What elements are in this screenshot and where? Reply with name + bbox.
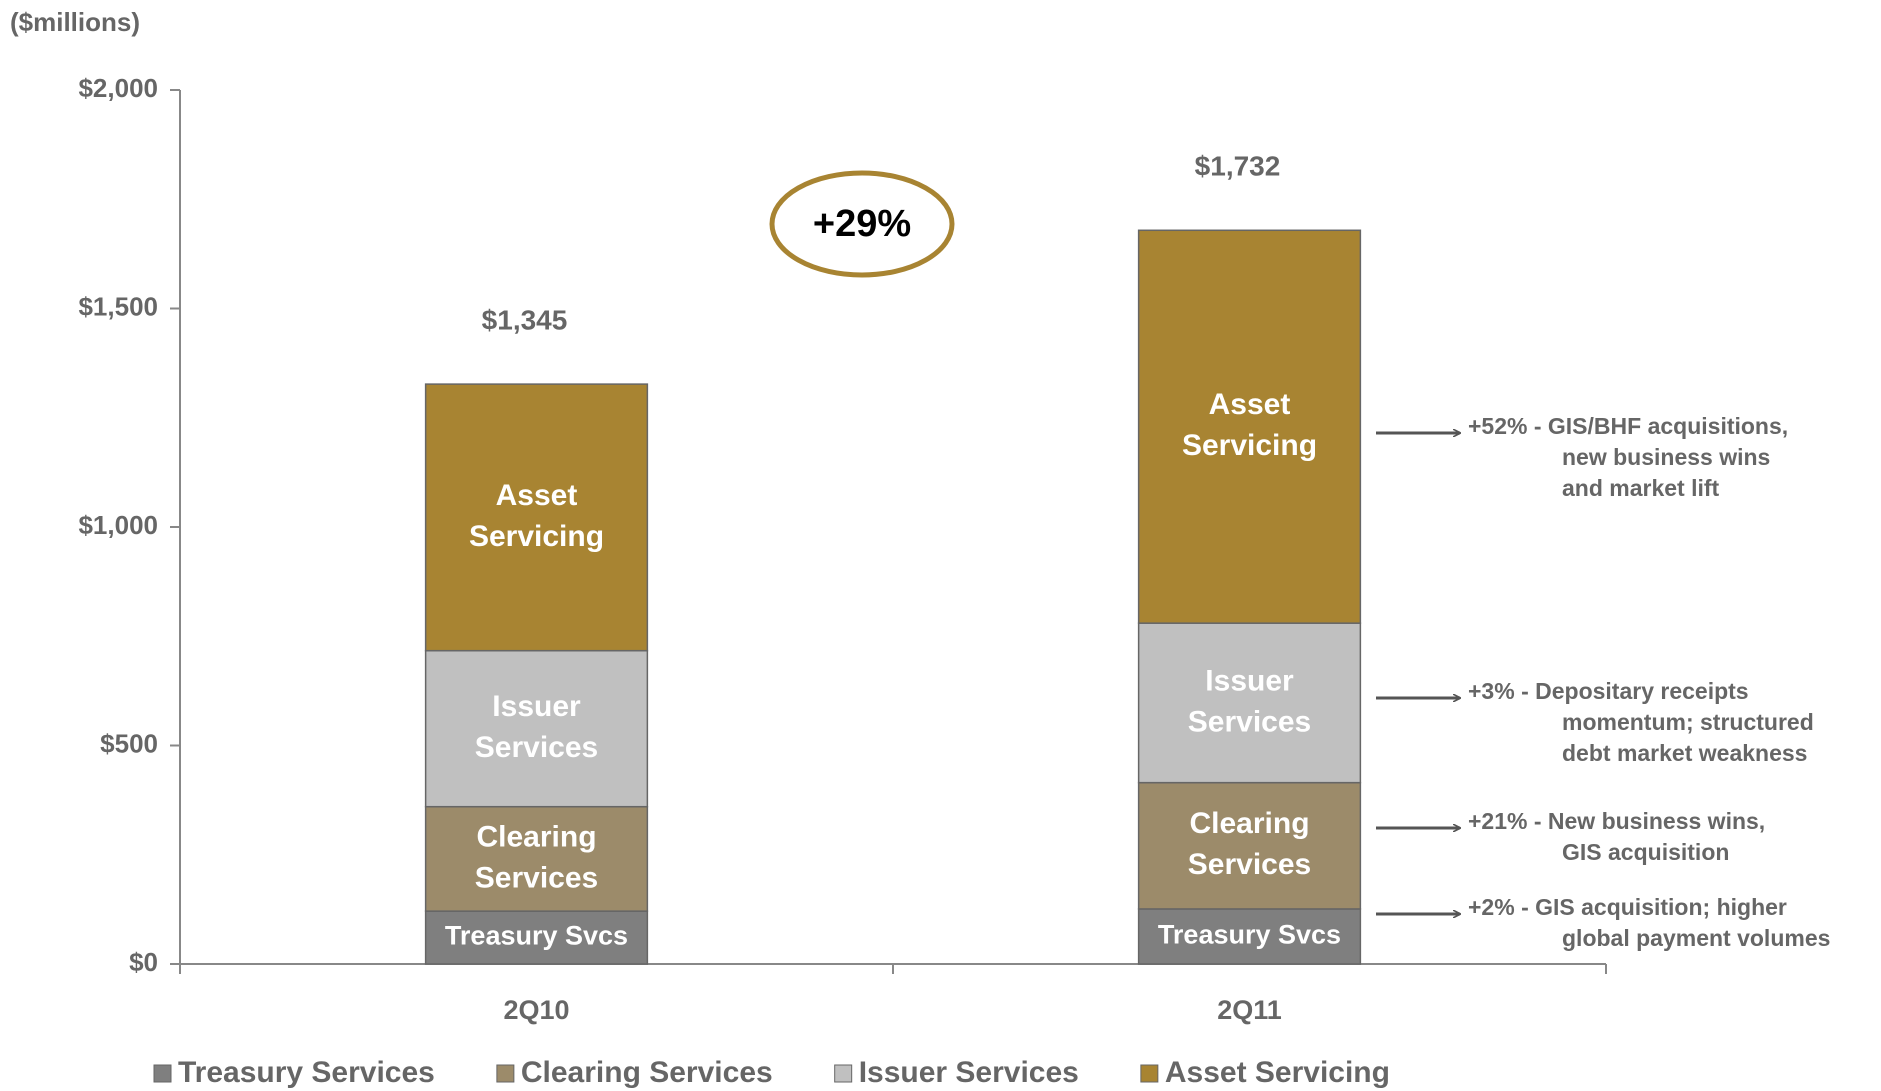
bar-segment <box>424 910 649 965</box>
annotation-text: +21% - New business wins, <box>1468 808 1765 834</box>
x-tick-label: 2Q11 <box>1217 995 1282 1025</box>
bar-segment <box>1137 229 1362 624</box>
legend-swatch <box>153 1064 172 1083</box>
segment-label: Services <box>475 731 598 764</box>
legend-swatch <box>834 1064 853 1083</box>
total-label: $1,345 <box>482 304 568 335</box>
growth-oval <box>769 170 955 278</box>
segment-label: Asset <box>1209 388 1291 421</box>
y-tick-label: $2,000 <box>78 73 158 103</box>
segment-label: Services <box>1188 848 1311 881</box>
annotation-text: momentum; structured <box>1562 709 1814 735</box>
growth-label: +29% <box>813 203 911 245</box>
annotation-text: +2% - GIS acquisition; higher <box>1468 894 1787 920</box>
y-tick-label: $1,500 <box>78 291 158 321</box>
segment-label: Services <box>475 861 598 894</box>
annotation-text: and market lift <box>1562 475 1720 501</box>
segment-label: Clearing <box>1189 807 1309 840</box>
annotation-text: global payment volumes <box>1562 925 1830 951</box>
segment-label: Services <box>1188 705 1311 738</box>
segment-label: Treasury Svcs <box>1158 920 1341 950</box>
y-tick-label: $500 <box>100 728 158 758</box>
segment-label: Asset <box>496 479 578 512</box>
legend-swatch <box>496 1064 515 1083</box>
bar-segment <box>1137 908 1362 965</box>
annotation-text: debt market weakness <box>1562 740 1807 766</box>
bar-segment <box>424 805 649 912</box>
legend-label: Clearing Services <box>521 1056 773 1089</box>
y-tick-label: $0 <box>129 947 158 977</box>
bar-segment <box>424 649 649 808</box>
segment-label: Servicing <box>469 520 604 553</box>
legend-label: Asset Servicing <box>1165 1056 1390 1089</box>
legend-label: Issuer Services <box>859 1056 1079 1089</box>
annotation-text: new business wins <box>1562 444 1770 470</box>
segment-label: Issuer <box>1205 664 1294 697</box>
legend-swatch <box>1140 1064 1159 1083</box>
segment-label: Clearing <box>476 820 596 853</box>
x-tick-label: 2Q10 <box>503 995 569 1025</box>
annotation-text: +52% - GIS/BHF acquisitions, <box>1468 413 1788 439</box>
bar-segment <box>1137 622 1362 784</box>
legend-label: Treasury Services <box>178 1056 435 1089</box>
segment-label: Issuer <box>492 690 581 723</box>
unit-label: ($millions) <box>10 7 140 37</box>
bar-segment <box>424 383 649 652</box>
annotation-text: GIS acquisition <box>1562 839 1729 865</box>
y-tick-label: $1,000 <box>78 510 158 540</box>
annotation-text: +3% - Depositary receipts <box>1468 678 1749 704</box>
bar-segment <box>1137 781 1362 910</box>
segment-label: Servicing <box>1182 429 1317 462</box>
segment-label: Treasury Svcs <box>445 921 628 951</box>
total-label: $1,732 <box>1195 151 1281 182</box>
